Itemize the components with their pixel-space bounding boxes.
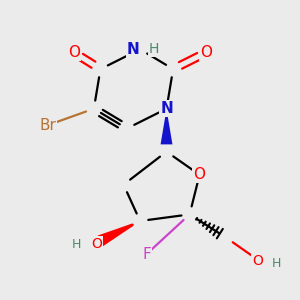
Text: N: N [160,101,173,116]
Text: Br: Br [39,118,56,133]
Text: N: N [127,42,140,57]
Text: F: F [142,247,151,262]
Text: O: O [200,45,212,60]
Text: O: O [92,237,103,251]
Polygon shape [160,117,172,144]
Polygon shape [98,224,133,246]
Text: H: H [71,238,81,250]
Text: H: H [148,42,159,56]
Text: O: O [252,254,263,268]
Text: O: O [68,45,80,60]
Text: O: O [194,167,206,182]
Text: H: H [272,257,282,270]
